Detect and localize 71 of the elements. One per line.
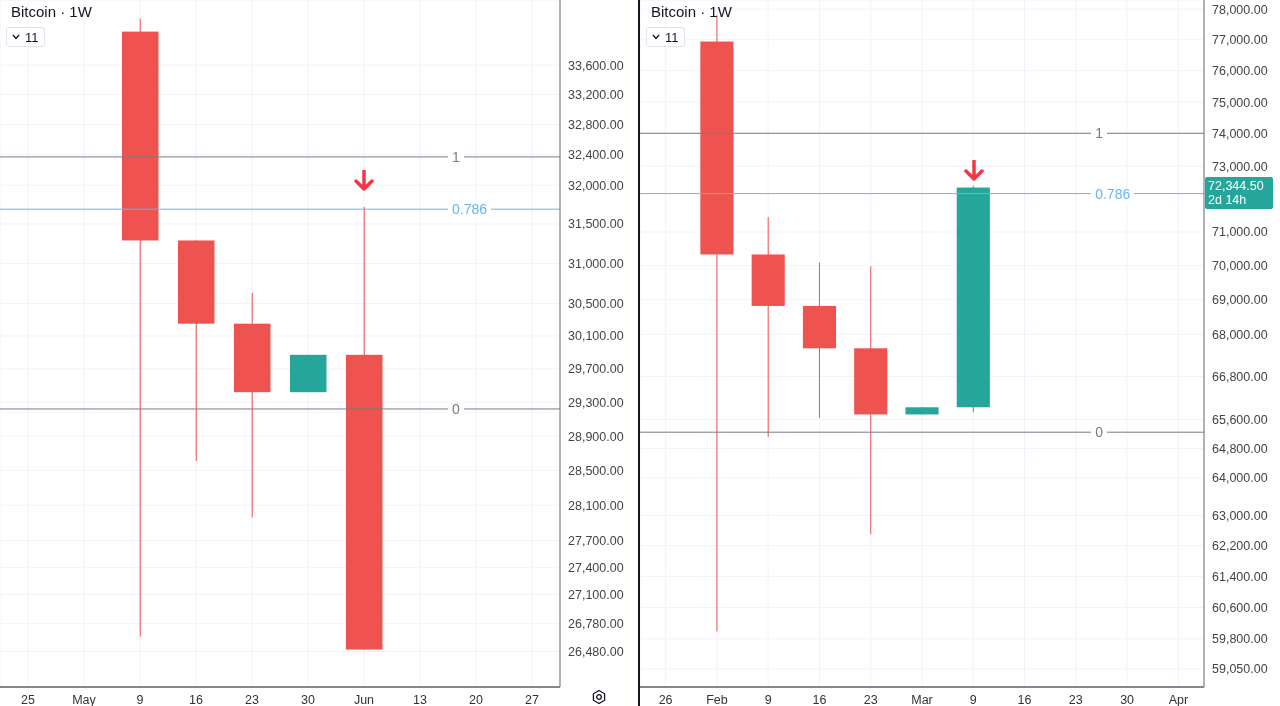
y-tick-label: 64,000.00 bbox=[1212, 471, 1268, 486]
x-tick-label: 27 bbox=[525, 692, 539, 706]
annotation: 0 bbox=[448, 399, 464, 418]
y-tick-label: 70,000.00 bbox=[1212, 259, 1268, 274]
annotation: 11 bbox=[25, 29, 39, 45]
y-tick-label: 28,100.00 bbox=[568, 498, 624, 513]
y-tick-label: 59,050.00 bbox=[1212, 662, 1268, 677]
annotation: 0.786 bbox=[448, 200, 492, 219]
y-tick-label: 76,000.00 bbox=[1212, 64, 1268, 79]
x-tick-label: 25 bbox=[21, 692, 35, 706]
annotation: 1 bbox=[448, 147, 464, 166]
y-tick-label: 29,700.00 bbox=[568, 362, 624, 377]
x-tick-label: 16 bbox=[1017, 692, 1032, 706]
y-tick-label: 28,900.00 bbox=[568, 429, 624, 444]
x-tick-label: 13 bbox=[413, 692, 427, 706]
y-tick-label: 27,400.00 bbox=[568, 560, 624, 575]
y-tick-label: 68,000.00 bbox=[1212, 327, 1268, 342]
y-tick-label: 62,200.00 bbox=[1212, 539, 1268, 554]
y-tick-label: 69,000.00 bbox=[1212, 293, 1268, 308]
x-tick-label: May bbox=[72, 692, 97, 706]
y-tick-label: 29,300.00 bbox=[568, 395, 624, 410]
y-tick-label: 28,500.00 bbox=[568, 463, 624, 478]
y-tick-label: 65,600.00 bbox=[1212, 412, 1268, 427]
y-tick-label: 33,200.00 bbox=[568, 88, 624, 103]
y-tick-label: 26,780.00 bbox=[568, 617, 624, 632]
x-tick-label: Apr bbox=[1168, 692, 1189, 706]
x-tick-label: 23 bbox=[863, 692, 878, 706]
x-tick-label: 23 bbox=[245, 692, 259, 706]
y-tick-label: 27,700.00 bbox=[568, 533, 624, 548]
y-tick-label: 30,100.00 bbox=[568, 329, 624, 344]
y-tick-label: 74,000.00 bbox=[1212, 127, 1268, 142]
text: 72,344.50 2d 14h bbox=[1205, 176, 1273, 209]
x-tick-label: 16 bbox=[189, 692, 203, 706]
annotation: 1 bbox=[1091, 124, 1107, 143]
y-tick-label: 75,000.00 bbox=[1212, 95, 1268, 110]
chart-title: Bitcoin · 1W bbox=[10, 3, 93, 20]
x-tick-label: 20 bbox=[469, 692, 483, 706]
x-tick-label: 30 bbox=[1120, 692, 1135, 706]
y-tick-label: 30,500.00 bbox=[568, 296, 624, 311]
x-tick-label: 30 bbox=[301, 692, 315, 706]
x-tick-label: Feb bbox=[706, 692, 728, 706]
y-tick-label: 61,400.00 bbox=[1212, 569, 1268, 584]
y-tick-label: 63,000.00 bbox=[1212, 508, 1268, 523]
x-tick-label: 9 bbox=[969, 692, 977, 706]
x-tick-label: 26 bbox=[658, 692, 673, 706]
y-tick-label: 26,480.00 bbox=[568, 644, 624, 659]
chart-title: Bitcoin · 1W bbox=[650, 3, 733, 20]
y-tick-label: 78,000.00 bbox=[1212, 2, 1268, 17]
y-tick-label: 33,600.00 bbox=[568, 58, 624, 73]
y-tick-label: 59,800.00 bbox=[1212, 632, 1268, 647]
y-tick-label: 32,400.00 bbox=[568, 148, 624, 163]
x-tick-label: Jun bbox=[353, 692, 375, 706]
y-tick-label: 60,600.00 bbox=[1212, 600, 1268, 615]
x-tick-label: 9 bbox=[764, 692, 772, 706]
y-tick-label: 77,000.00 bbox=[1212, 33, 1268, 48]
annotation: 0 bbox=[1091, 423, 1107, 442]
y-tick-label: 71,000.00 bbox=[1212, 225, 1268, 240]
y-tick-label: 31,500.00 bbox=[568, 217, 624, 232]
y-tick-label: 27,100.00 bbox=[568, 587, 624, 602]
x-tick-label: Mar bbox=[911, 692, 933, 706]
annotation: 11 bbox=[665, 29, 679, 45]
annotation: 0.786 bbox=[1091, 184, 1135, 203]
y-tick-label: 64,800.00 bbox=[1212, 442, 1268, 457]
y-tick-label: 31,000.00 bbox=[568, 256, 624, 271]
y-tick-label: 32,000.00 bbox=[568, 178, 624, 193]
y-tick-label: 32,800.00 bbox=[568, 117, 624, 132]
x-tick-label: 16 bbox=[812, 692, 827, 706]
x-tick-label: 23 bbox=[1068, 692, 1083, 706]
x-tick-label: 9 bbox=[136, 692, 144, 706]
y-tick-label: 73,000.00 bbox=[1212, 159, 1268, 174]
y-tick-label: 66,800.00 bbox=[1212, 369, 1268, 384]
